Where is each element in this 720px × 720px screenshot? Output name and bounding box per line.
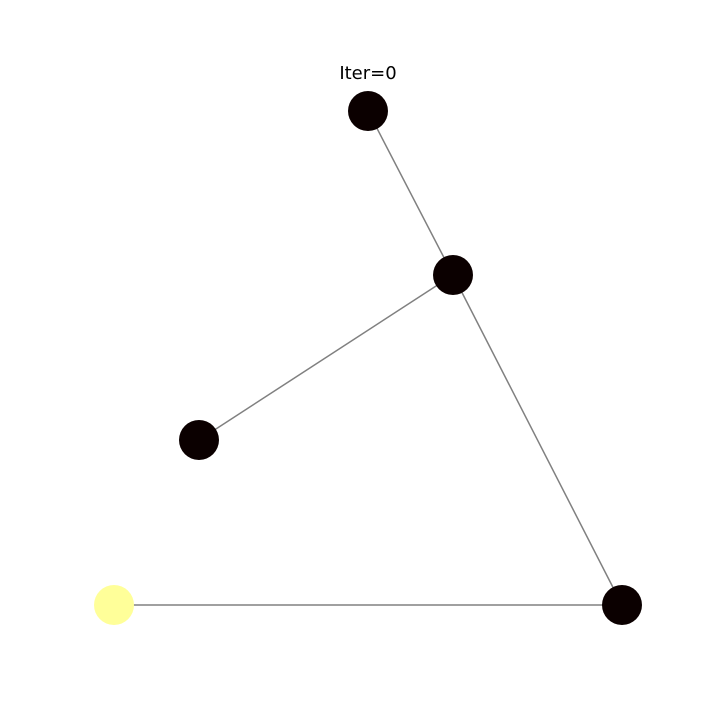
edges-layer: [114, 110, 623, 606]
edge-n2-n4: [452, 274, 623, 606]
node-n5: [94, 585, 134, 625]
graph-title: Iter=0: [339, 63, 396, 84]
node-n1: [348, 91, 388, 131]
node-n4: [602, 585, 642, 625]
edge-n2-n3: [198, 274, 454, 441]
nodes-layer: [94, 91, 642, 625]
node-n3: [179, 420, 219, 460]
edge-n1-n2: [367, 110, 454, 276]
node-n2: [433, 255, 473, 295]
